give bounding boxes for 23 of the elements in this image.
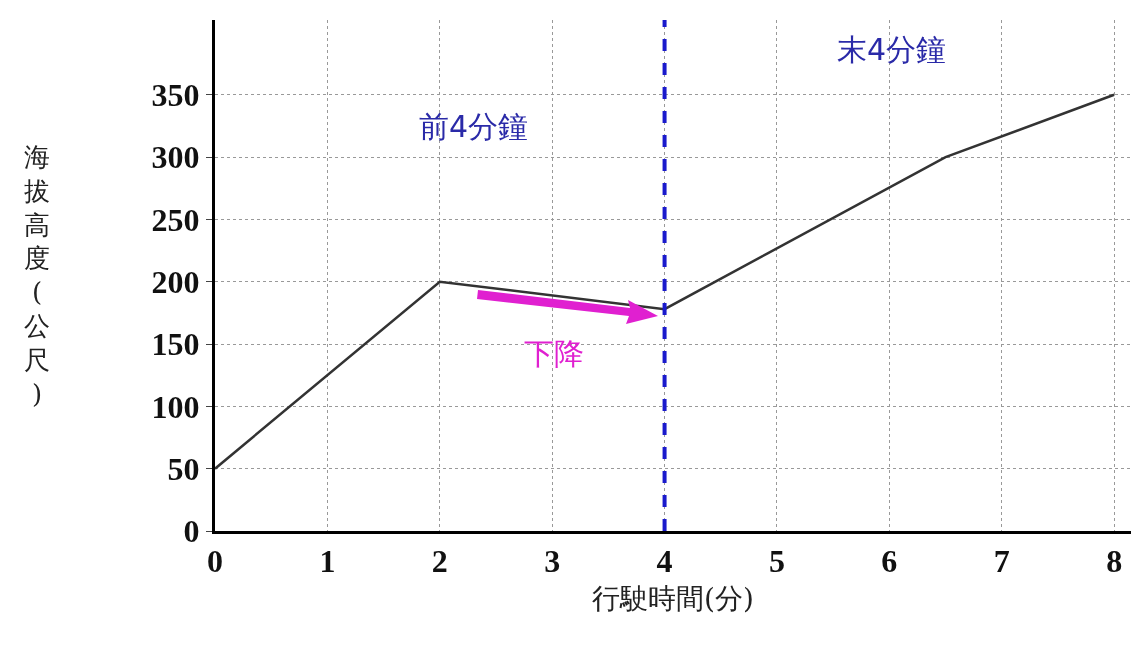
x-tick-label: 7: [993, 543, 1010, 580]
y-tick-label: 300: [151, 139, 200, 176]
x-tick-label: 4: [656, 543, 673, 580]
y-tick-label: 100: [151, 388, 200, 425]
x-tick-label: 1: [319, 543, 336, 580]
y-tick-label: 200: [151, 263, 200, 300]
y-tick-label: 250: [151, 201, 200, 238]
y-tick-label: 150: [151, 326, 200, 363]
x-tick-label: 8: [1106, 543, 1123, 580]
x-axis-title: 行駛時間(分): [592, 581, 754, 615]
annotation: 前4分鐘: [419, 109, 529, 144]
line-series: [215, 93, 1116, 470]
x-tick-label: 3: [544, 543, 561, 580]
y-tick-label: 50: [167, 450, 200, 487]
annotation: 下降: [524, 336, 584, 371]
x-tick-label: 0: [207, 543, 223, 580]
x-tick-label: 6: [881, 543, 898, 580]
y-axis-title: 海拔高度(公尺): [24, 142, 50, 409]
x-tick-label: 5: [768, 543, 785, 580]
x-tick-label: 2: [431, 543, 448, 580]
y-tick-label: 0: [183, 513, 200, 550]
y-tick-label: 350: [151, 76, 200, 113]
annotation: 末4分鐘: [837, 32, 947, 67]
